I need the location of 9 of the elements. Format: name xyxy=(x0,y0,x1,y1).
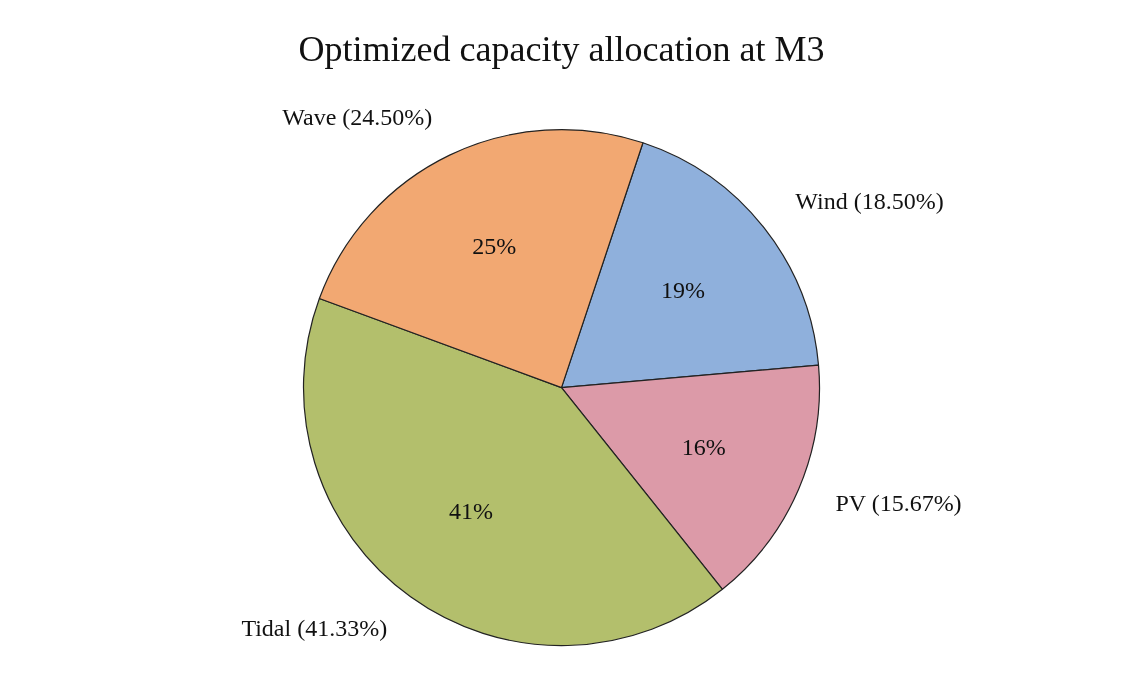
slice-label: Tidal (41.33%) xyxy=(241,614,388,641)
data-label: 16% xyxy=(681,433,726,460)
data-label: 41% xyxy=(448,498,493,525)
slice-label: Wind (18.50%) xyxy=(795,188,944,215)
slice-label: PV (15.67%) xyxy=(835,490,962,517)
data-label: 25% xyxy=(472,233,517,260)
data-label: 19% xyxy=(660,276,705,303)
slice-label: Wave (24.50%) xyxy=(282,104,433,131)
chart-title: Optimized capacity allocation at M3 xyxy=(298,29,825,70)
